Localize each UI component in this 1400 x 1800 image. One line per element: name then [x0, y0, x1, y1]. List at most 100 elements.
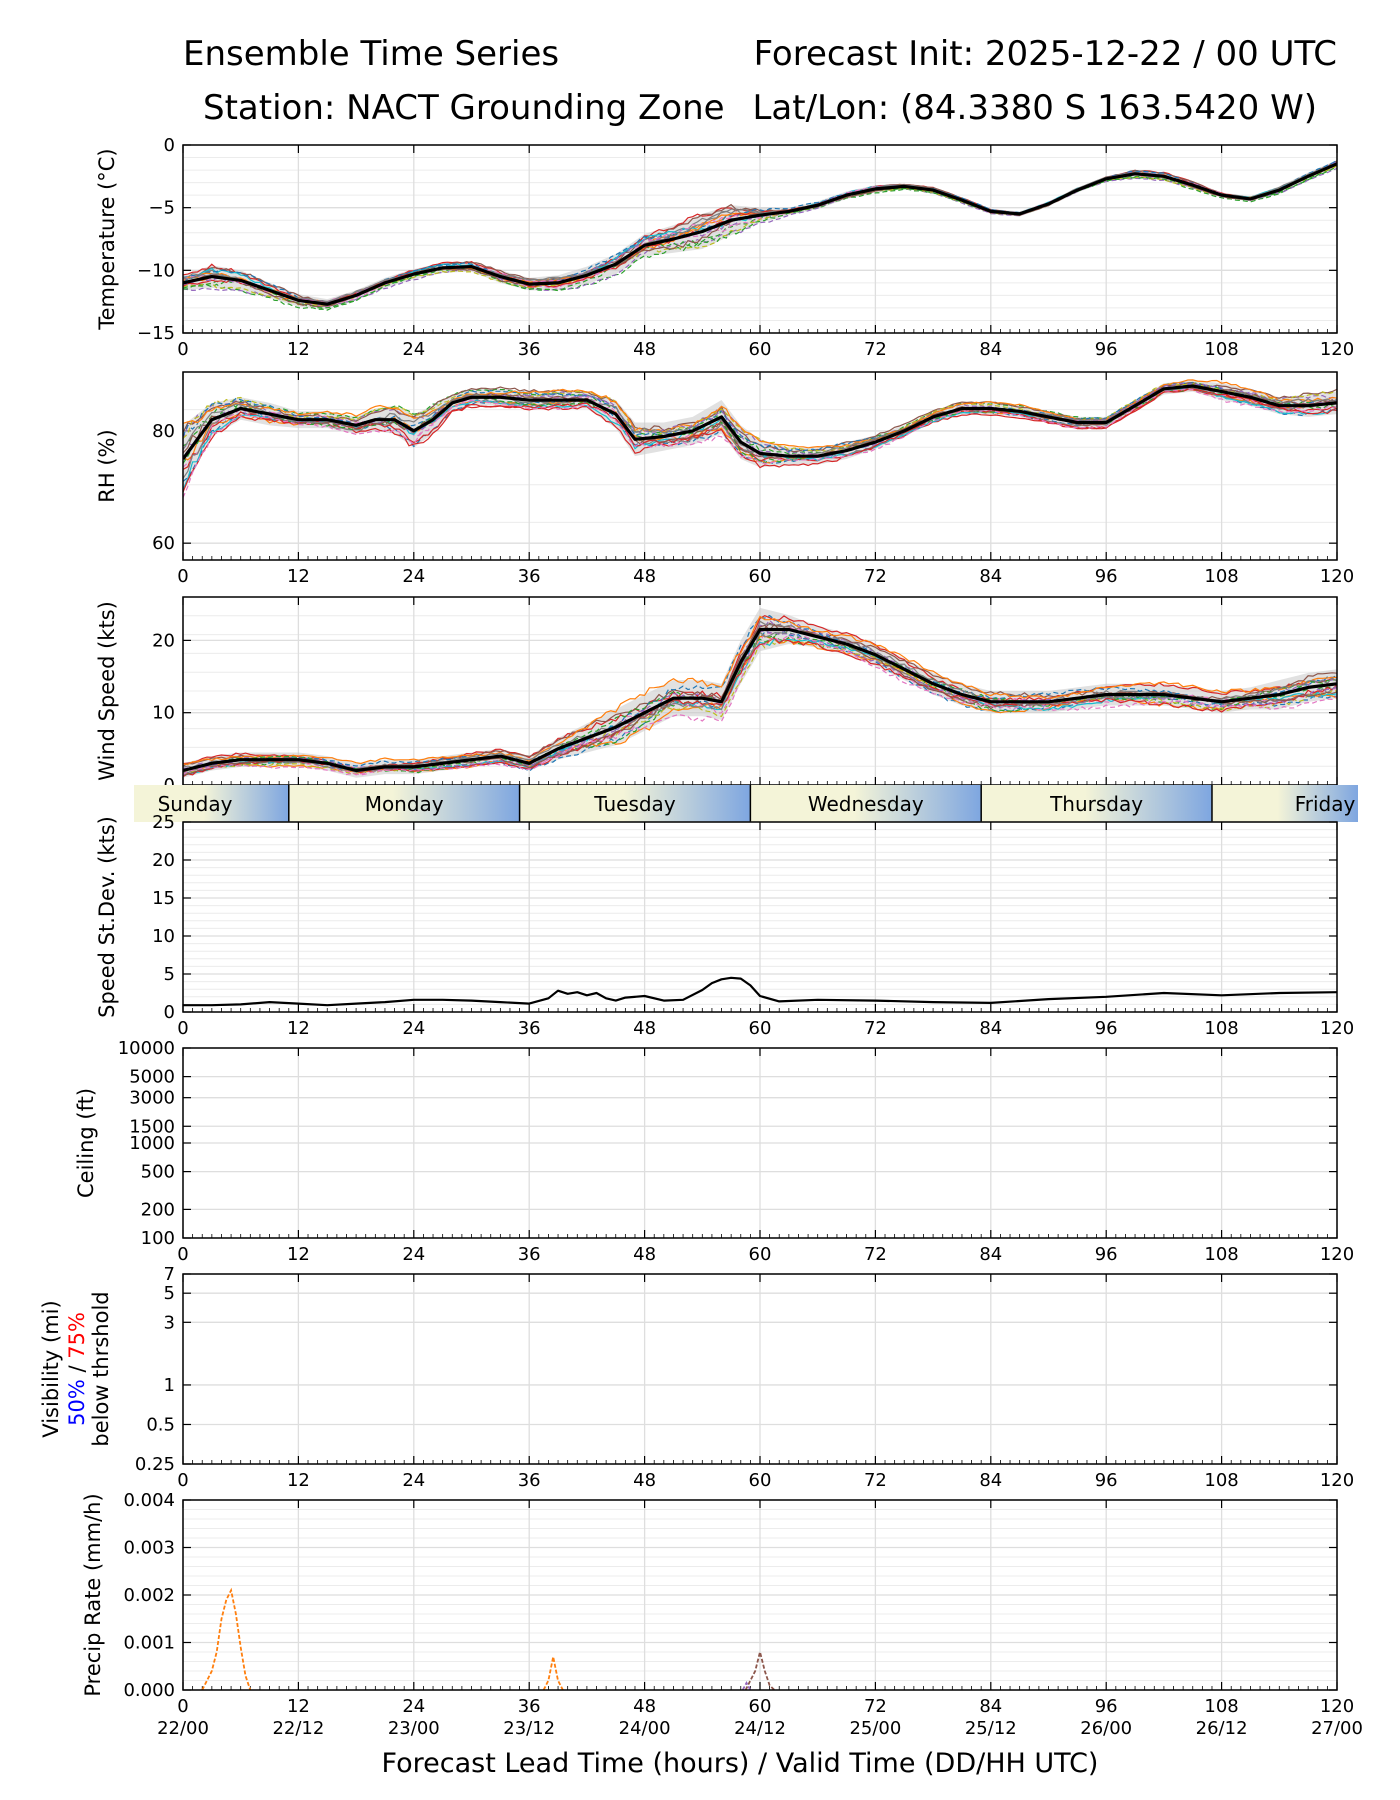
day-band-segment — [134, 785, 289, 822]
panel-visibility: 0 12 24 36 48 60 72 84 96 108 120 0.25 0.5 1 3 57 Visibi… — [39, 1264, 1354, 1491]
precip-member-member-brown — [744, 1651, 776, 1690]
precip-member-member-orange-a — [201, 1587, 252, 1690]
y-tick-label: 0 — [164, 135, 175, 156]
x-tick-label: 60 — [749, 566, 772, 587]
y-axis-label: Precip Rate (mm/h) — [81, 1493, 105, 1696]
y-axis-sublabel: below thrshold — [89, 1291, 113, 1446]
x-tick-label: 96 — [1095, 566, 1118, 587]
y-axis-label: Speed St.Dev. (kts) — [95, 816, 119, 1018]
x-tick-label: 60 — [749, 1018, 772, 1039]
x-tick-label: 48 — [633, 1696, 656, 1717]
panel-speed-stdev: 0 12 24 36 48 60 72 84 96 108 120 0 5 10 15 20 25 Speed S… — [95, 812, 1354, 1039]
y-tick-label: 1500 — [129, 1116, 175, 1137]
forecast-init: Forecast Init: 2025-12-22 / 00 UTC — [754, 34, 1337, 74]
y-tick-label: 1000 — [129, 1133, 175, 1154]
x-tick-label: 0 — [177, 1470, 188, 1491]
x-axis-label: Forecast Lead Time (hours) / Valid Time … — [382, 1748, 1099, 1779]
x-tick-label: 108 — [1204, 1696, 1238, 1717]
x-tick-label: 12 — [287, 566, 310, 587]
ensemble-member-line — [183, 382, 1337, 452]
x-tick-label: 84 — [979, 1470, 1002, 1491]
station-name: Station: NACT Grounding Zone — [203, 88, 725, 128]
x-tick-label: 96 — [1095, 1018, 1118, 1039]
y-tick-label: 10 — [152, 703, 175, 724]
chart-title: Ensemble Time Series — [183, 34, 559, 74]
day-label: Wednesday — [808, 792, 924, 816]
x-tick-label: 0 — [177, 1244, 188, 1265]
vis-threshold-legend: 50% / 75% — [65, 1312, 89, 1426]
y-tick-label: 0 — [164, 1002, 175, 1023]
x-tick-label: 72 — [864, 1470, 887, 1491]
y-tick-label: −5 — [148, 198, 175, 219]
x-tick-label: 48 — [633, 1018, 656, 1039]
ensemble-member-line — [183, 627, 1337, 776]
x-tick-label: 0 — [177, 1018, 188, 1039]
y-axis-label: RH (%) — [95, 429, 119, 502]
day-label: Sunday — [158, 792, 233, 816]
ensemble-member-line — [183, 166, 1337, 309]
ensemble-member-line — [183, 388, 1337, 498]
y-axis-label: Temperature (°C) — [95, 148, 119, 330]
x-tick-label: 84 — [979, 339, 1002, 360]
y-tick-label: 100 — [141, 1228, 175, 1249]
ensemble-member-line — [183, 383, 1337, 456]
precip-member-member-purple — [741, 1681, 752, 1690]
x-tick-label: 96 — [1095, 1696, 1118, 1717]
day-band-segment — [288, 785, 520, 822]
y-tick-label: 20 — [152, 850, 175, 871]
x-tick-label: 12 — [287, 1018, 310, 1039]
ensemble-member-line — [183, 159, 1337, 304]
y-tick-label: 5000 — [129, 1067, 175, 1088]
day-band-segment — [750, 785, 982, 822]
day-band-segment — [981, 785, 1212, 822]
ensemble-member-line — [183, 615, 1337, 766]
valid-time-label: 24/00 — [619, 1718, 671, 1739]
x-tick-label: 0 — [177, 566, 188, 587]
x-tick-label: 60 — [749, 1244, 772, 1265]
x-tick-label: 48 — [633, 566, 656, 587]
valid-time-label: 27/00 — [1311, 1718, 1363, 1739]
y-tick-label: 0.5 — [146, 1414, 175, 1435]
ensemble-spread-band — [183, 160, 1337, 310]
valid-time-label: 23/12 — [503, 1718, 555, 1739]
y-tick-label: 25 — [152, 812, 175, 833]
x-tick-label: 96 — [1095, 1244, 1118, 1265]
y-tick-label: −15 — [137, 323, 175, 344]
panel-data — [183, 379, 1337, 498]
vis-sep: / — [65, 1359, 89, 1379]
x-tick-label: 24 — [402, 1244, 425, 1265]
x-tick-label: 12 — [287, 1470, 310, 1491]
station-latlon: Lat/Lon: (84.3380 S 163.5420 W) — [752, 88, 1317, 128]
x-tick-label: 108 — [1204, 1244, 1238, 1265]
x-tick-label: 0 — [177, 1696, 188, 1717]
x-tick-label: 72 — [864, 1696, 887, 1717]
panel-wind-speed: 0122436486072849610812001020Wind Speed (… — [95, 596, 1354, 812]
y-tick-label: 80 — [152, 421, 175, 442]
y-tick-label: 0.000 — [123, 1680, 175, 1701]
y-tick-label: 0.001 — [123, 1633, 175, 1654]
panel-frame — [182, 1047, 1338, 1239]
ensemble-mean-line — [183, 627, 1337, 773]
x-tick-label: 60 — [749, 1470, 772, 1491]
x-tick-label: 12 — [287, 339, 310, 360]
panel-data — [183, 159, 1337, 311]
x-tick-label: 60 — [749, 339, 772, 360]
ensemble-member-line — [183, 382, 1337, 459]
y-tick-label: 0.002 — [123, 1585, 175, 1606]
valid-time-label: 25/12 — [965, 1718, 1017, 1739]
stdev-line — [183, 976, 1337, 1007]
x-tick-label: 108 — [1204, 566, 1238, 587]
valid-time-label: 25/00 — [849, 1718, 901, 1739]
x-tick-label: 24 — [402, 1696, 425, 1717]
y-tick-label: 1 — [164, 1375, 175, 1396]
x-tick-label: 48 — [633, 339, 656, 360]
day-band-segment — [1211, 785, 1358, 822]
ensemble-member-line — [183, 382, 1337, 453]
valid-time-label: 26/12 — [1196, 1718, 1248, 1739]
x-tick-label: 60 — [749, 1696, 772, 1717]
y-tick-label: 3000 — [129, 1088, 175, 1109]
vis-50-label: 50% — [65, 1379, 89, 1426]
x-tick-label: 36 — [518, 1244, 541, 1265]
x-tick-label: 84 — [979, 1018, 1002, 1039]
